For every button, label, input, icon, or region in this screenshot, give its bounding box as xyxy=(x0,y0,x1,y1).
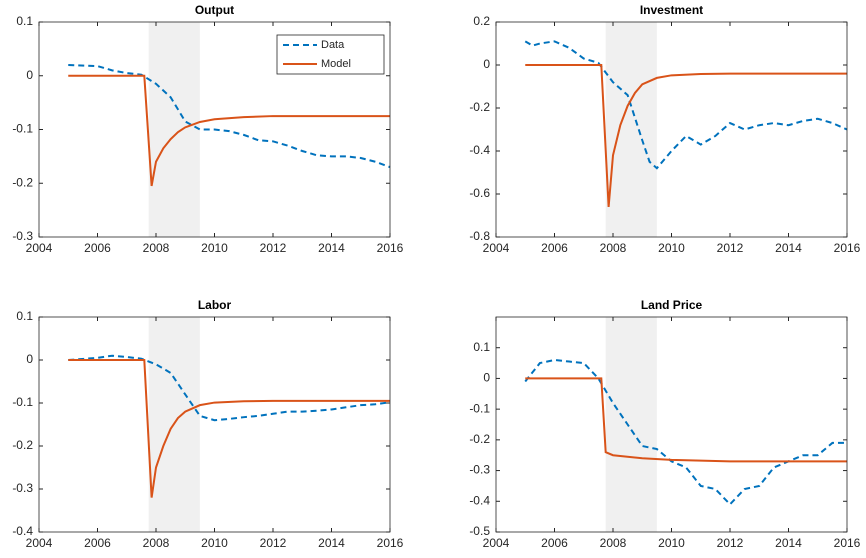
x-tick-label: 2010 xyxy=(658,536,685,550)
x-tick-label: 2006 xyxy=(541,241,568,255)
x-tick-label: 2012 xyxy=(717,241,744,255)
series-line xyxy=(68,74,390,187)
y-tick-label: -0.2 xyxy=(469,100,490,114)
y-tick-label: -0.1 xyxy=(12,122,33,136)
y-tick-label: 0 xyxy=(26,68,33,82)
shaded-region xyxy=(605,317,657,532)
y-tick-label: -0.4 xyxy=(469,493,490,507)
y-tick-label: -0.3 xyxy=(12,229,33,243)
x-tick-label: 2014 xyxy=(318,241,345,255)
legend-box xyxy=(276,34,385,75)
y-tick-label: -0.5 xyxy=(469,524,490,538)
x-tick-label: 2010 xyxy=(201,536,228,550)
y-tick-label: -0.1 xyxy=(469,401,490,415)
axes-box xyxy=(495,21,848,238)
subplot-title: Investment xyxy=(640,3,703,17)
subplot-title: Labor xyxy=(198,298,232,312)
x-tick-label: 2014 xyxy=(318,536,345,550)
x-tick-label: 2014 xyxy=(775,241,802,255)
x-tick-label: 2012 xyxy=(717,536,744,550)
x-tick-label: 2010 xyxy=(201,241,228,255)
y-tick-label: -0.4 xyxy=(469,143,490,157)
y-tick-label: -0.2 xyxy=(469,432,490,446)
y-tick-label: -0.8 xyxy=(469,229,490,243)
x-tick-label: 2012 xyxy=(260,536,287,550)
shaded-region xyxy=(605,22,657,237)
x-tick-label: 2014 xyxy=(775,536,802,550)
y-tick-label: 0.2 xyxy=(473,14,490,28)
x-tick-label: 2008 xyxy=(600,241,627,255)
subplot: Output 2004 2006 2008 2010 2012 2014 2016 -0.3 -0… xyxy=(12,3,403,255)
y-tick-label: 0 xyxy=(483,57,490,71)
subplot: Investment 2004 2006 2008 2010 2012 2014 2016 -0… xyxy=(469,3,860,255)
axes-box xyxy=(38,21,391,238)
series-line xyxy=(525,64,847,207)
y-tick-label: -0.6 xyxy=(469,186,490,200)
series-line xyxy=(68,64,391,169)
x-tick-label: 2004 xyxy=(483,536,510,550)
y-tick-label: -0.3 xyxy=(469,463,490,477)
x-tick-label: 2004 xyxy=(26,241,53,255)
x-tick-label: 2008 xyxy=(143,536,170,550)
y-tick-label: 0.1 xyxy=(16,14,33,28)
shaded-region xyxy=(148,22,200,237)
subplot: Labor 2004 2006 2008 2010 2012 2014 2016 -0.4 -0.… xyxy=(12,298,403,550)
subplot: Land Price 2004 2006 2008 2010 2012 2014 2016 -0… xyxy=(469,298,860,550)
legend: Data Model xyxy=(276,34,385,75)
y-tick-label: 0 xyxy=(26,352,33,366)
legend-label: Model xyxy=(321,58,351,70)
x-tick-label: 2008 xyxy=(143,241,170,255)
axes-box xyxy=(495,316,848,533)
series-line xyxy=(524,40,848,170)
x-tick-label: 2016 xyxy=(377,536,404,550)
y-tick-label: 0 xyxy=(483,371,490,385)
x-tick-label: 2004 xyxy=(26,536,53,550)
x-tick-label: 2004 xyxy=(483,241,510,255)
y-tick-label: 0.1 xyxy=(16,309,33,323)
y-tick-label: 0.1 xyxy=(473,340,490,354)
axes-box xyxy=(38,316,391,533)
y-tick-label: -0.2 xyxy=(12,438,33,452)
legend-label: Data xyxy=(321,39,345,51)
y-tick-label: -0.1 xyxy=(12,395,33,409)
series-line xyxy=(68,354,391,422)
y-tick-label: -0.3 xyxy=(12,481,33,495)
x-tick-label: 2010 xyxy=(658,241,685,255)
y-tick-label: -0.2 xyxy=(12,175,33,189)
y-tick-label: -0.4 xyxy=(12,524,33,538)
subplot-title: Output xyxy=(195,3,234,17)
subplot-title: Land Price xyxy=(641,298,703,312)
x-tick-label: 2012 xyxy=(260,241,287,255)
x-tick-label: 2006 xyxy=(541,536,568,550)
series-line xyxy=(68,359,390,498)
x-tick-label: 2016 xyxy=(377,241,404,255)
series-line xyxy=(524,358,847,506)
series-line xyxy=(525,377,847,463)
x-tick-label: 2016 xyxy=(834,241,861,255)
x-tick-label: 2008 xyxy=(600,536,627,550)
x-tick-label: 2006 xyxy=(84,536,111,550)
x-tick-label: 2006 xyxy=(84,241,111,255)
x-tick-label: 2016 xyxy=(834,536,861,550)
